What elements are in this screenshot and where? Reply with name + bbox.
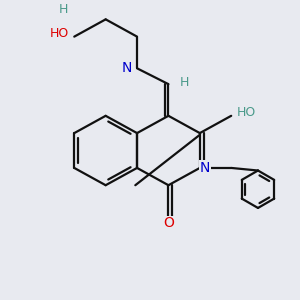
Text: O: O — [163, 216, 174, 230]
Text: HO: HO — [236, 106, 256, 119]
Text: H: H — [180, 76, 189, 89]
Text: N: N — [200, 161, 210, 175]
Text: H: H — [58, 3, 68, 16]
Text: N: N — [122, 61, 132, 75]
Text: HO: HO — [49, 27, 68, 40]
